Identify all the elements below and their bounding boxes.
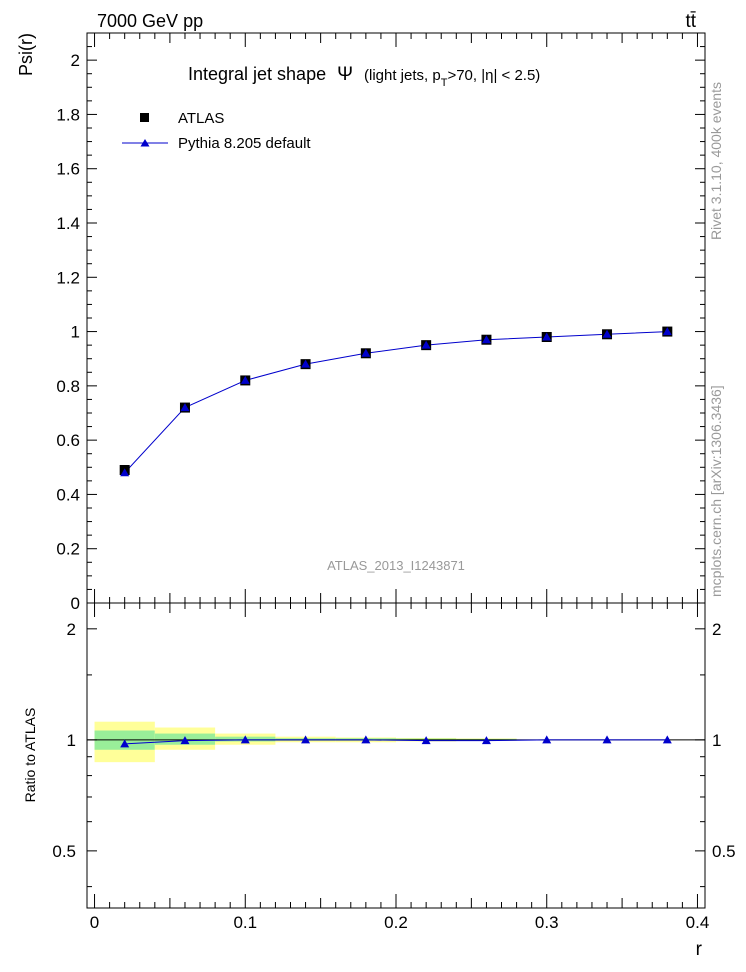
main-y-tick-label: 0.4	[56, 485, 80, 504]
pythia-point	[542, 332, 552, 341]
legend-atlas-label: ATLAS	[178, 110, 224, 127]
ratio-y-tick-label-right: 1	[712, 731, 721, 750]
main-title: Integral jet shape Ψ (light jets, pT>70,…	[188, 64, 540, 89]
ratio-plot-frame	[86, 602, 706, 909]
pythia-point	[481, 335, 491, 344]
ratio-pythia-point	[421, 736, 431, 745]
main-y-tick-label: 1.2	[56, 268, 80, 287]
main-y-tick-label: 2	[71, 51, 80, 70]
legend-pythia-label: Pythia 8.205 default	[178, 135, 311, 152]
main-y-tick-label: 1.8	[56, 105, 80, 124]
legend-pythia-marker	[140, 139, 150, 147]
main-y-tick-label: 0.6	[56, 431, 80, 450]
ratio-pythia-line	[124, 739, 668, 745]
pythia-point	[180, 403, 190, 412]
ratio-pythia-point	[240, 735, 250, 744]
energy-label: 7000 GeV pp	[97, 11, 203, 31]
ratio-pythia-point	[120, 739, 130, 748]
x-tick-label: 0.4	[686, 913, 710, 932]
x-tick-label: 0.1	[233, 913, 257, 932]
ratio-y-tick-label: 2	[67, 620, 76, 639]
main-y-tick-label: 0.8	[56, 377, 80, 396]
ratio-panel: 0.5 0.5 1 1 2 2 0 0.1 0.2 0.3 0.4 Ratio to ATLAS r	[22, 602, 736, 960]
process-label: tt̄	[685, 11, 696, 32]
ratio-y-tick-label-right: 0.5	[712, 842, 736, 861]
ratio-pythia-point	[361, 735, 371, 744]
pythia-line	[124, 331, 668, 474]
main-title-symbol: Ψ	[337, 64, 353, 85]
mcplots-label: mcplots.cern.ch [arXiv:1306.3436]	[708, 385, 724, 597]
main-title-text: Integral jet shape	[188, 64, 326, 84]
x-tick-label: 0	[90, 913, 99, 932]
x-axis-label: r	[696, 939, 703, 960]
pythia-point	[361, 348, 371, 357]
main-y-tick-label: 1.4	[56, 214, 80, 233]
legend: ATLAS Pythia 8.205 default	[122, 110, 311, 152]
ratio-pythia-point	[662, 735, 672, 744]
main-y-tick-label: 0	[71, 594, 80, 613]
x-tick-label: 0.3	[535, 913, 559, 932]
ratio-pythia-point	[481, 736, 491, 745]
ratio-y-tick-label: 0.5	[52, 842, 76, 861]
ratio-y-tick-label-right: 2	[712, 620, 721, 639]
pythia-point	[662, 327, 672, 336]
rivet-label: Rivet 3.1.10, 400k events	[708, 82, 724, 240]
main-y-tick-label: 1	[71, 323, 80, 342]
pythia-point	[120, 468, 130, 477]
ratio-y-tick-label: 1	[67, 731, 76, 750]
ratio-pythia-point	[602, 735, 612, 744]
ratio-pythia-point	[180, 736, 190, 745]
x-tick-label: 0.2	[384, 913, 408, 932]
main-panel: 0 0.2 0.4 0.6 0.8 1 1.2 1.4 1.6 1.8 2 Integral jet…	[16, 32, 706, 613]
pythia-point	[301, 359, 311, 368]
pythia-point	[421, 340, 431, 349]
main-y-axis-label: Psi(r)	[16, 33, 36, 76]
main-title-detail-pre: (light jets, p	[364, 67, 441, 84]
main-title-detail-sub: T	[441, 77, 448, 89]
pythia-point	[240, 375, 250, 384]
main-y-tick-label: 0.2	[56, 540, 80, 559]
ratio-y-axis-label: Ratio to ATLAS	[22, 708, 38, 803]
main-y-tick-label: 1.6	[56, 160, 80, 179]
main-title-detail-post: >70, |η| < 2.5)	[447, 67, 540, 84]
ratio-pythia-point	[301, 735, 311, 744]
analysis-watermark: ATLAS_2013_I1243871	[327, 558, 465, 573]
pythia-point	[602, 329, 612, 338]
ratio-pythia-point	[542, 735, 552, 744]
legend-atlas-marker	[140, 113, 149, 122]
